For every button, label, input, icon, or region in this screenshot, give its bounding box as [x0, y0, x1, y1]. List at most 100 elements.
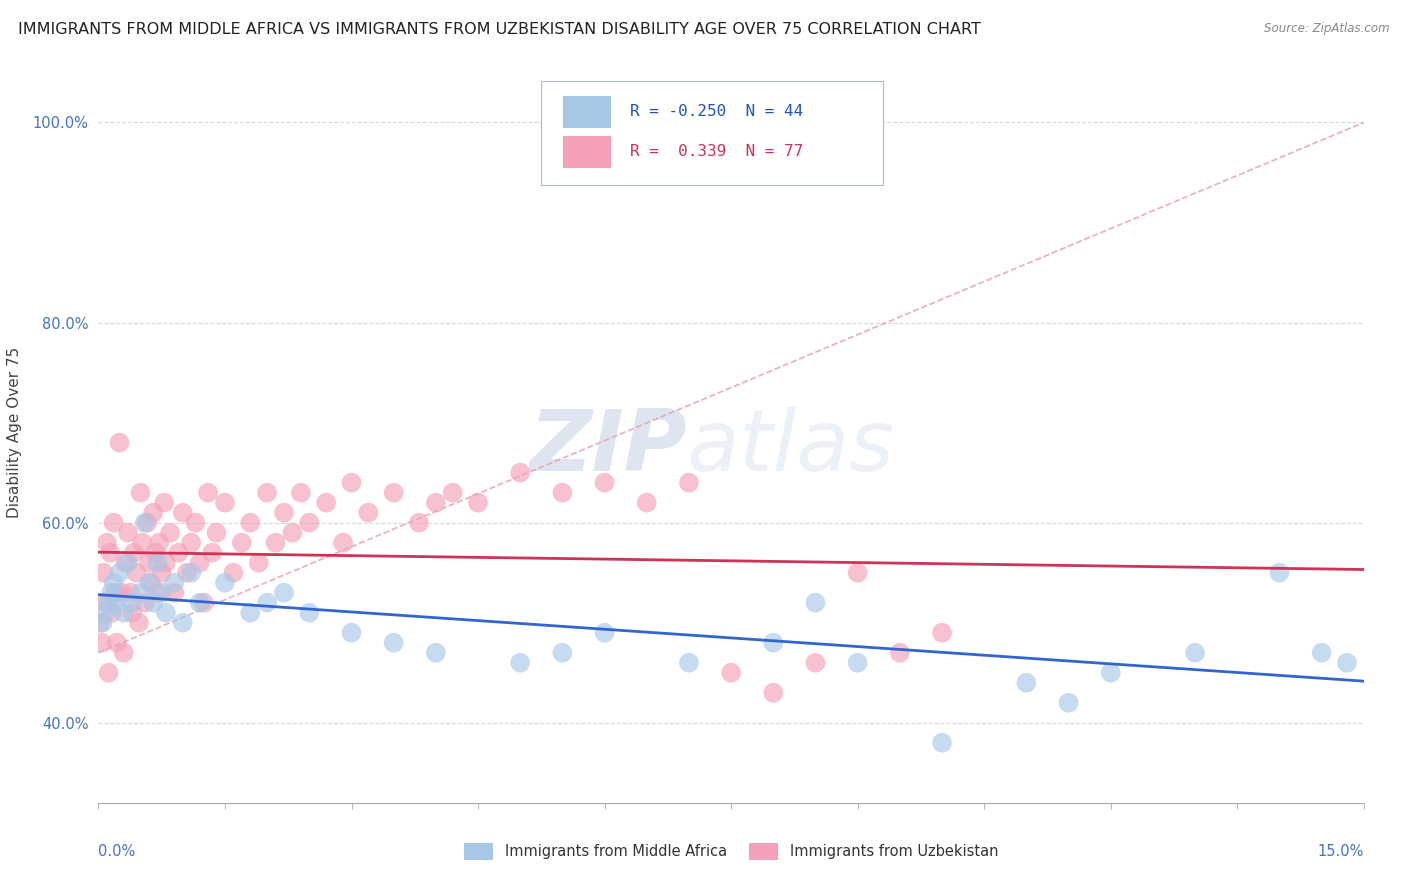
Point [155, 556, 177, 570]
Point [139, 575, 162, 590]
Point [142, 596, 165, 610]
Point [131, 535, 153, 549]
Point [150, 566, 173, 580]
Point [134, 596, 156, 610]
Point [111, 585, 134, 599]
Point [108, 566, 131, 580]
Point [382, 636, 405, 650]
Point [172, 615, 194, 630]
Point [509, 656, 531, 670]
Point [593, 625, 616, 640]
Point [551, 485, 574, 500]
Point [136, 516, 159, 530]
Point [159, 525, 181, 540]
Point [1184, 646, 1206, 660]
Point [315, 496, 337, 510]
Point [1057, 696, 1080, 710]
Point [108, 435, 131, 450]
Point [467, 496, 489, 510]
Point [678, 475, 700, 490]
Point [97, 665, 120, 680]
Bar [562, 136, 610, 168]
Point [125, 566, 148, 580]
Point [112, 646, 135, 660]
Point [931, 736, 953, 750]
Point [425, 496, 447, 510]
Point [889, 646, 911, 660]
Point [441, 485, 464, 500]
Point [762, 686, 785, 700]
Text: Source: ZipAtlas.com: Source: ZipAtlas.com [1264, 22, 1389, 36]
Point [1310, 646, 1333, 660]
Point [340, 625, 363, 640]
Point [146, 556, 169, 570]
Point [142, 506, 165, 520]
Legend: Immigrants from Middle Africa, Immigrants from Uzbekistan: Immigrants from Middle Africa, Immigrant… [458, 838, 1004, 866]
Point [593, 475, 616, 490]
Point [222, 566, 245, 580]
Point [150, 585, 173, 599]
Point [239, 606, 262, 620]
Point [103, 575, 125, 590]
Text: atlas: atlas [686, 406, 894, 489]
Point [332, 535, 354, 549]
Point [201, 546, 224, 560]
Point [129, 485, 152, 500]
Point [89, 615, 111, 630]
Point [128, 615, 150, 630]
Text: R =  0.339  N = 77: R = 0.339 N = 77 [630, 144, 803, 159]
Point [148, 535, 170, 549]
Point [214, 575, 236, 590]
Point [197, 485, 219, 500]
Point [101, 606, 124, 620]
Point [846, 656, 869, 670]
Point [214, 496, 236, 510]
Point [121, 596, 143, 610]
Point [184, 516, 207, 530]
Point [98, 546, 121, 560]
Point [931, 625, 953, 640]
Point [551, 646, 574, 660]
Text: IMMIGRANTS FROM MIDDLE AFRICA VS IMMIGRANTS FROM UZBEKISTAN DISABILITY AGE OVER : IMMIGRANTS FROM MIDDLE AFRICA VS IMMIGRA… [18, 22, 981, 37]
Point [163, 575, 186, 590]
Point [636, 496, 658, 510]
Point [509, 466, 531, 480]
Point [103, 516, 125, 530]
Point [138, 556, 160, 570]
Point [97, 596, 120, 610]
Point [93, 566, 115, 580]
Point [100, 585, 122, 599]
Point [1268, 566, 1291, 580]
Point [281, 525, 304, 540]
Point [340, 475, 363, 490]
Point [129, 585, 152, 599]
Point [138, 575, 160, 590]
Point [155, 606, 177, 620]
Point [90, 636, 112, 650]
Point [172, 506, 194, 520]
Point [94, 596, 117, 610]
Text: 0.0%: 0.0% [98, 844, 135, 858]
Point [105, 636, 128, 650]
Point [163, 585, 186, 599]
Point [290, 485, 312, 500]
Point [91, 615, 114, 630]
Point [104, 596, 127, 610]
Point [678, 656, 700, 670]
Point [720, 665, 742, 680]
Point [804, 596, 827, 610]
Point [382, 485, 405, 500]
Point [239, 516, 262, 530]
Point [153, 496, 176, 510]
Point [256, 485, 278, 500]
Point [145, 546, 167, 560]
Point [96, 535, 118, 549]
Point [180, 535, 202, 549]
Bar [562, 95, 610, 128]
FancyBboxPatch shape [541, 81, 883, 185]
Point [357, 506, 380, 520]
Point [205, 525, 228, 540]
Point [180, 566, 202, 580]
Text: 15.0%: 15.0% [1317, 844, 1364, 858]
Point [408, 516, 430, 530]
